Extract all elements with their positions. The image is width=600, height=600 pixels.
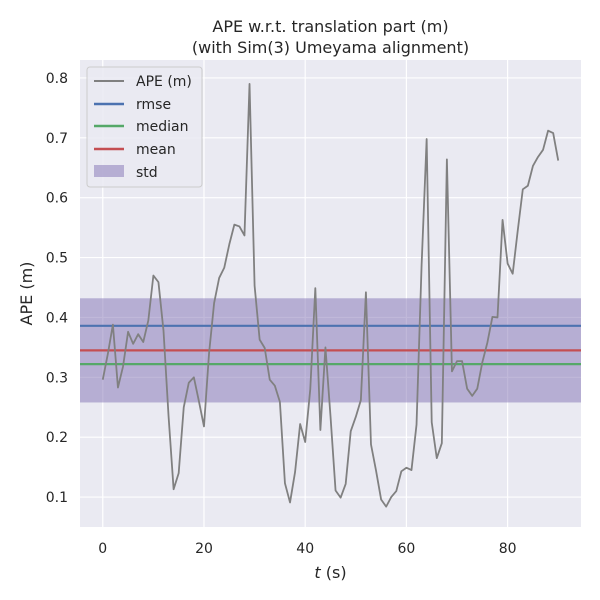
x-tick-label: 20: [195, 541, 213, 557]
legend-median-label: median: [136, 119, 188, 135]
y-tick-label: 0.2: [46, 430, 68, 446]
y-tick-label: 0.3: [46, 370, 68, 386]
y-tick-labels: 0.1 0.2 0.3 0.4 0.5 0.6 0.7 0.8: [46, 71, 68, 506]
x-axis-label: t (s): [314, 563, 346, 582]
y-tick-label: 0.7: [46, 131, 68, 147]
legend-std-swatch: [94, 165, 124, 177]
legend-rmse-label: rmse: [136, 97, 171, 113]
x-tick-label: 60: [397, 541, 415, 557]
y-tick-label: 0.6: [46, 191, 68, 207]
x-axis-variable: t: [314, 563, 321, 582]
chart-title-line-1: APE w.r.t. translation part (m): [212, 17, 448, 36]
y-tick-label: 0.1: [46, 490, 68, 506]
legend-std-label: std: [136, 165, 158, 181]
legend-mean-label: mean: [136, 142, 176, 158]
legend-ape-label: APE (m): [136, 74, 192, 90]
y-tick-label: 0.4: [46, 310, 68, 326]
x-tick-label: 40: [296, 541, 314, 557]
y-tick-label: 0.8: [46, 71, 68, 87]
legend: APE (m) rmse median mean std: [86, 66, 203, 188]
x-axis-unit: (s): [321, 563, 347, 582]
chart-title-line-2: (with Sim(3) Umeyama alignment): [192, 38, 469, 57]
x-tick-label: 80: [499, 541, 517, 557]
legend-box: [86, 66, 203, 188]
ape-series-line: [101, 83, 560, 508]
y-axis-label: APE (m): [17, 262, 36, 326]
x-tick-label: 0: [98, 541, 107, 557]
y-tick-label: 0.5: [46, 251, 68, 267]
x-tick-labels: 0 20 40 60 80: [98, 541, 516, 557]
